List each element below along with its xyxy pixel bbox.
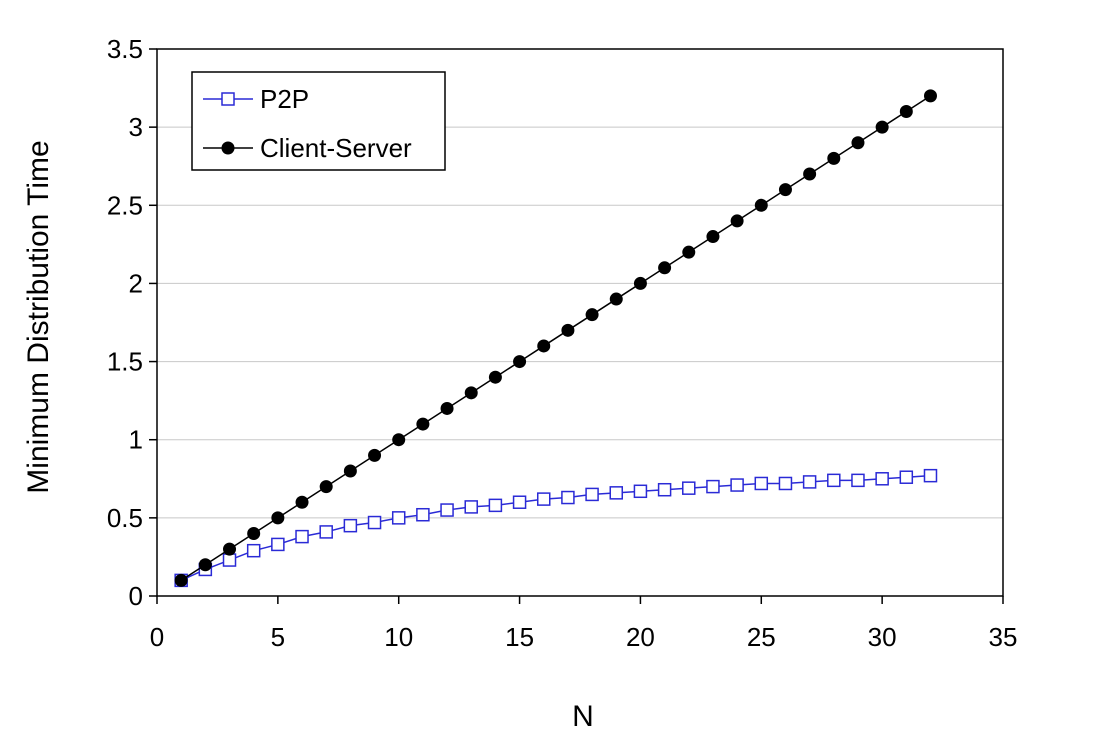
data-point xyxy=(319,525,333,539)
data-point xyxy=(440,401,454,415)
data-point xyxy=(754,476,769,491)
y-tick-label: 0.5 xyxy=(107,503,143,533)
data-point xyxy=(706,230,720,244)
data-point xyxy=(488,370,502,384)
data-point xyxy=(512,495,527,509)
data-point xyxy=(802,475,817,489)
y-tick-label: 2.5 xyxy=(107,190,143,220)
data-point xyxy=(730,478,744,492)
data-point xyxy=(561,323,575,337)
data-point xyxy=(319,480,333,494)
data-point xyxy=(246,543,261,558)
data-point xyxy=(536,492,551,506)
data-point xyxy=(682,481,696,495)
data-point xyxy=(295,529,309,544)
data-point xyxy=(367,515,382,530)
data-point xyxy=(271,537,285,552)
plot-frame xyxy=(156,48,1004,597)
data-point xyxy=(657,482,672,497)
data-point xyxy=(851,136,865,150)
data-point xyxy=(537,339,551,353)
data-point xyxy=(706,479,720,494)
x-axis-title: N xyxy=(572,700,594,733)
legend-p2p-label: P2P xyxy=(260,84,309,114)
x-tick-label: 25 xyxy=(747,622,776,652)
data-point xyxy=(198,558,212,572)
data-point xyxy=(827,473,841,488)
data-point xyxy=(730,214,744,228)
y-tick-label: 0 xyxy=(129,581,143,611)
y-axis-title: Minimum Distribution Time xyxy=(22,140,55,493)
data-point xyxy=(174,573,188,587)
data-point xyxy=(923,89,937,103)
data-point xyxy=(778,476,793,491)
data-point xyxy=(899,470,914,484)
data-point xyxy=(585,487,599,502)
series-layer xyxy=(174,89,938,588)
data-point xyxy=(682,245,696,259)
data-point xyxy=(464,386,478,400)
data-point xyxy=(513,355,527,369)
y-tick-label: 2 xyxy=(129,268,143,298)
data-point xyxy=(803,167,817,181)
data-point xyxy=(343,518,358,533)
x-tick-label: 10 xyxy=(384,622,413,652)
data-point xyxy=(368,448,382,462)
x-tick-label: 35 xyxy=(989,622,1018,652)
x-tick-label: 20 xyxy=(626,622,655,652)
data-point xyxy=(271,511,285,525)
legend-p2p-marker xyxy=(221,92,235,106)
x-tick-label: 15 xyxy=(505,622,534,652)
data-point xyxy=(633,276,647,290)
y-tick-label: 1 xyxy=(129,425,143,455)
data-point xyxy=(778,183,792,197)
legend: P2P Client-Server xyxy=(191,71,446,171)
data-point xyxy=(754,198,768,212)
series-p2p xyxy=(174,468,938,588)
data-point xyxy=(222,553,237,567)
x-tick-label: 5 xyxy=(271,622,285,652)
data-point xyxy=(561,490,575,505)
legend-client-server-marker xyxy=(221,141,235,155)
data-point xyxy=(875,120,889,134)
data-point xyxy=(416,507,430,522)
data-point xyxy=(392,433,406,447)
axes: 0 0.5 1 1.5 2 2.5 3 3.5 0 5 10 15 20 25 30 35 xyxy=(107,34,1018,652)
y-tick-label: 1.5 xyxy=(107,347,143,377)
y-tick-label: 3 xyxy=(129,112,143,142)
data-point xyxy=(464,500,478,514)
data-point xyxy=(609,292,623,306)
data-point xyxy=(247,526,261,540)
x-tick-label: 0 xyxy=(150,622,164,652)
series-line xyxy=(180,474,931,582)
y-tick-label: 3.5 xyxy=(107,34,143,64)
data-point xyxy=(488,498,503,513)
data-point xyxy=(875,472,889,486)
data-point xyxy=(923,468,938,483)
data-point xyxy=(585,308,599,322)
series-client-server xyxy=(174,89,937,587)
data-point xyxy=(440,503,454,517)
data-point xyxy=(609,486,624,500)
data-point xyxy=(633,484,648,499)
data-point xyxy=(899,105,913,119)
data-point xyxy=(851,473,865,488)
legend-box xyxy=(191,71,446,171)
data-point xyxy=(223,542,237,556)
data-point xyxy=(416,417,430,431)
data-point xyxy=(295,495,309,509)
data-point xyxy=(343,464,357,478)
data-point xyxy=(827,151,841,165)
data-point xyxy=(391,511,406,525)
legend-client-server-label: Client-Server xyxy=(260,133,412,163)
data-point xyxy=(658,261,672,275)
x-tick-label: 30 xyxy=(868,622,897,652)
